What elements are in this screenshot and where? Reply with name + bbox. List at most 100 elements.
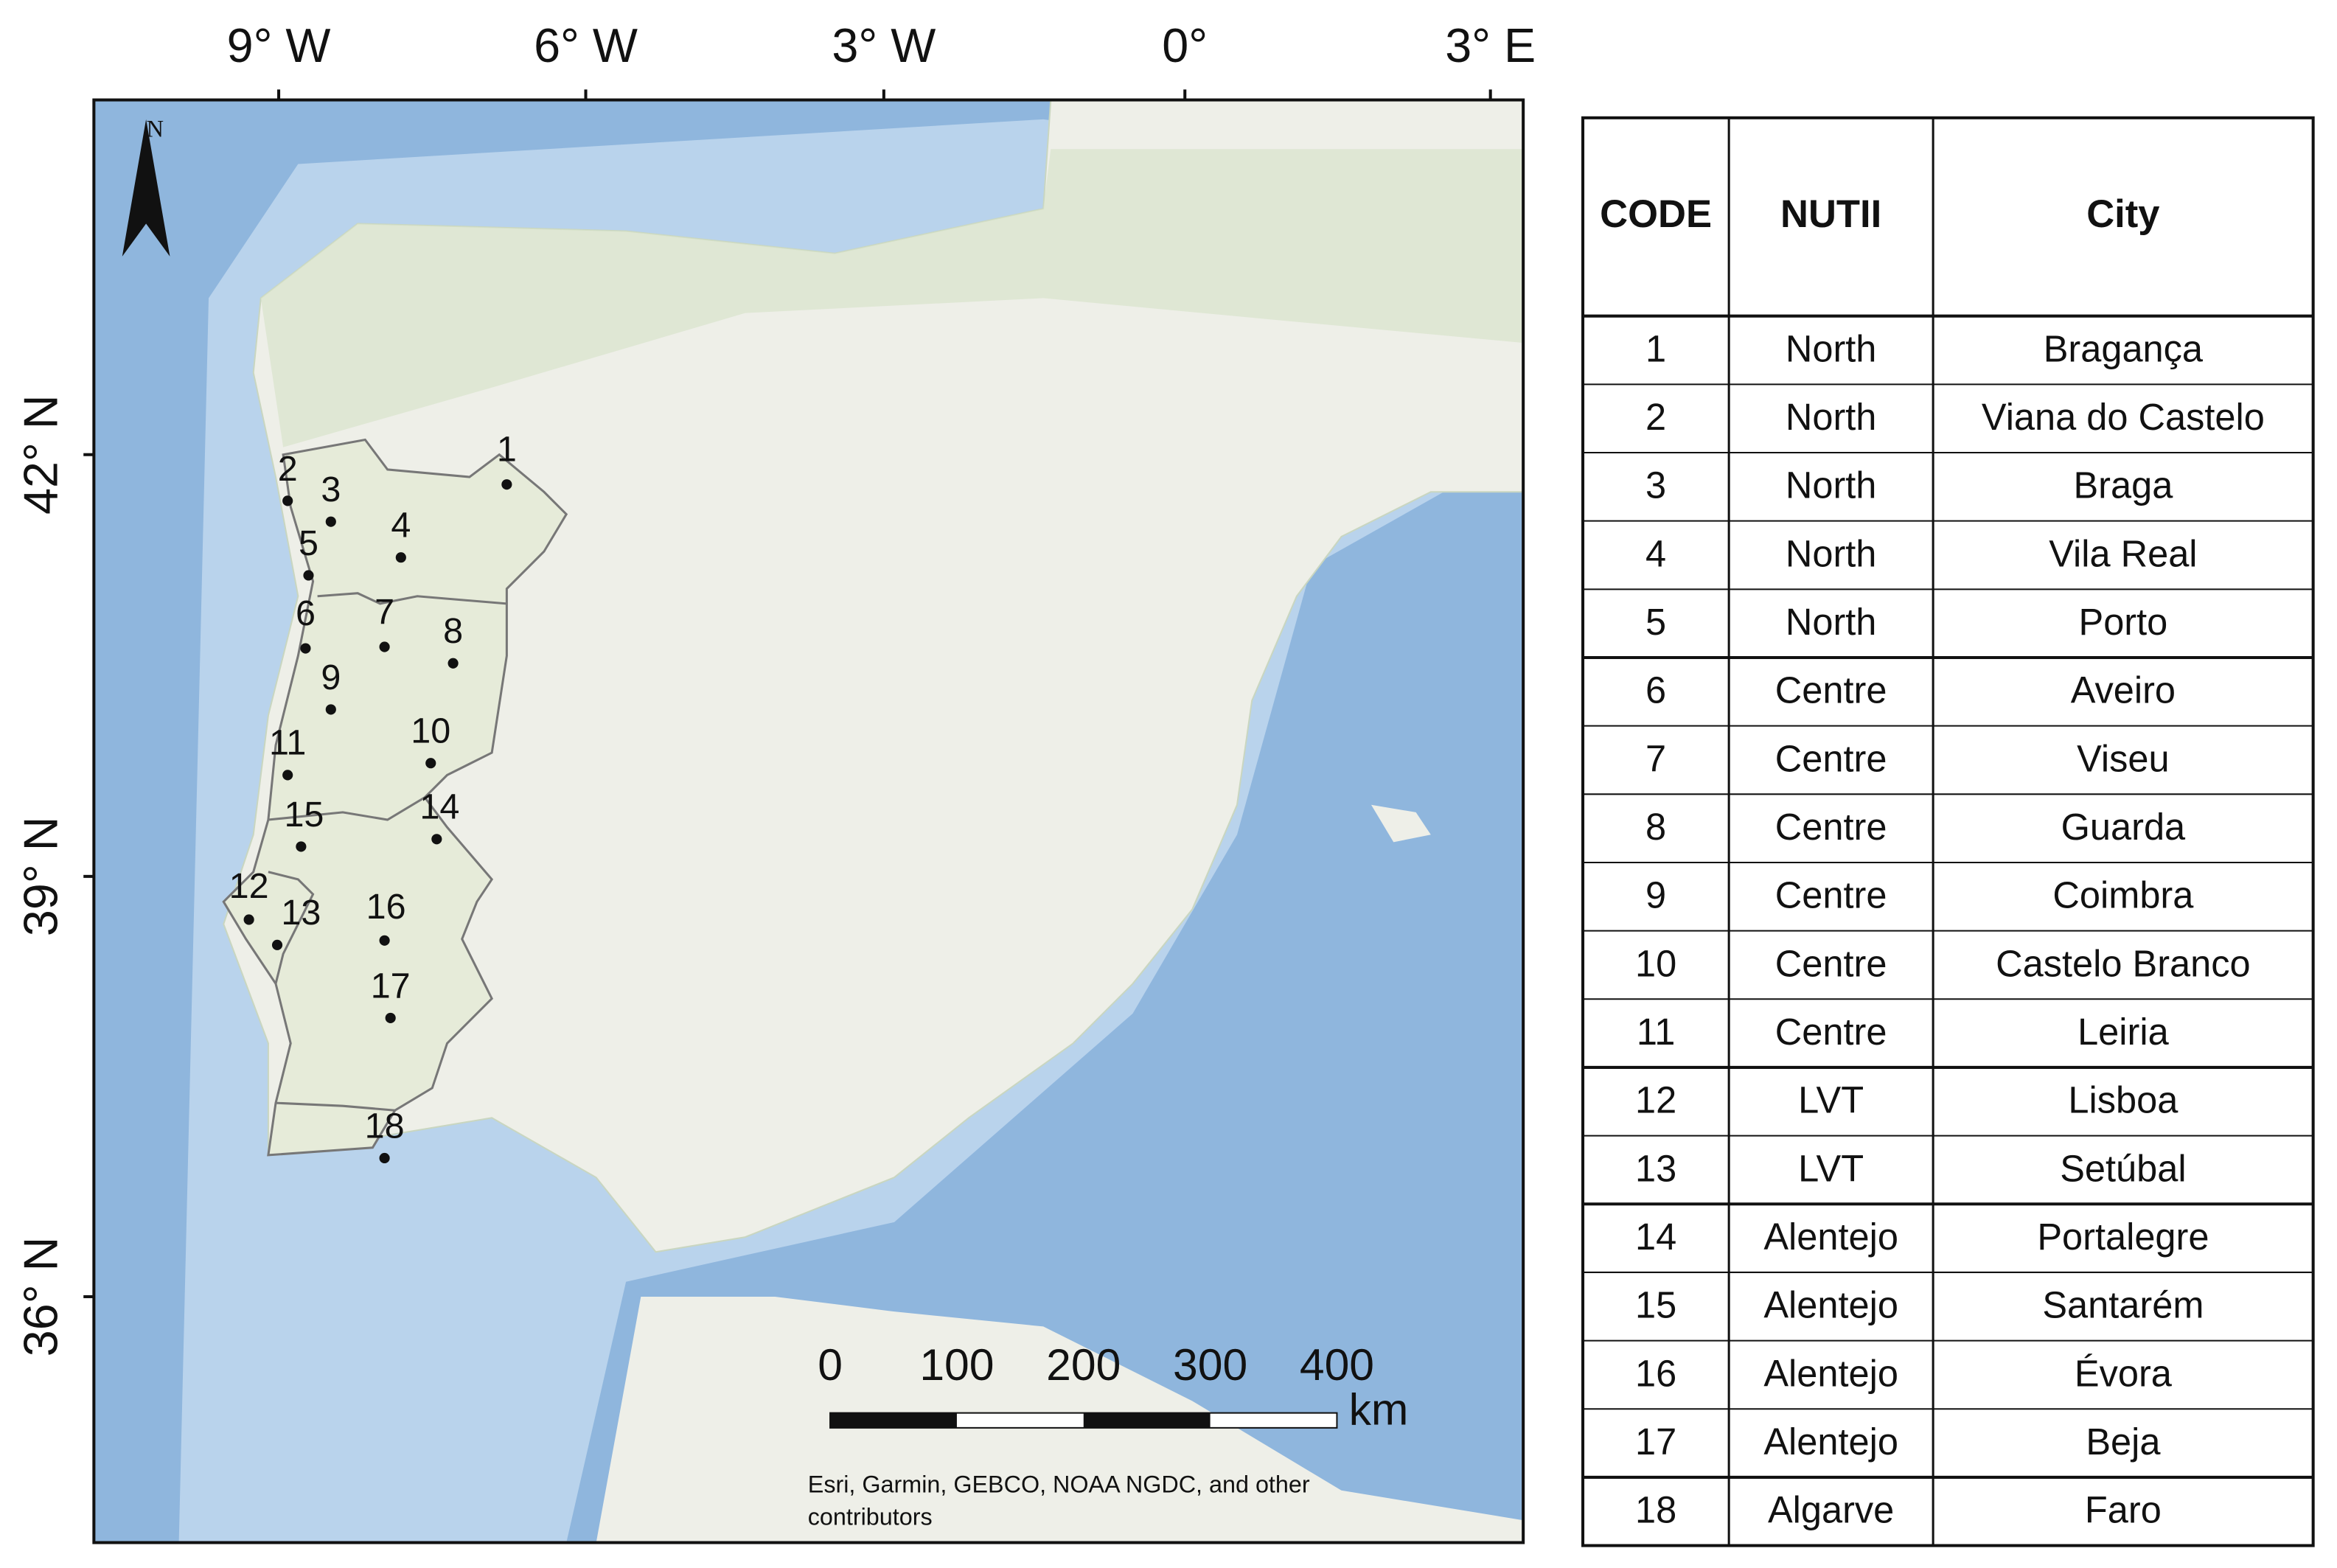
scale-unit: km bbox=[1349, 1384, 1409, 1435]
city-label: 9 bbox=[321, 658, 341, 697]
land-relief bbox=[260, 149, 1524, 447]
cell: 6 bbox=[1645, 669, 1666, 711]
cell: Centre bbox=[1775, 806, 1887, 848]
city-point bbox=[300, 643, 311, 654]
city-point bbox=[395, 552, 406, 563]
cell: Portalegre bbox=[2037, 1216, 2209, 1258]
header-cell: NUTII bbox=[1780, 192, 1881, 236]
attribution: Esri, Garmin, GEBCO, NOAA NGDC, and othe… bbox=[808, 1471, 1310, 1497]
scale-bar-segment bbox=[830, 1412, 957, 1428]
cell: North bbox=[1786, 396, 1877, 438]
cell: Castelo Branco bbox=[1996, 942, 2250, 984]
north-label: N bbox=[147, 115, 164, 142]
cell: 8 bbox=[1645, 806, 1666, 848]
lon-label: 0° bbox=[1162, 18, 1208, 72]
cell: Alentejo bbox=[1763, 1216, 1898, 1258]
lon-label: 6° W bbox=[534, 18, 638, 72]
scale-label: 100 bbox=[919, 1339, 994, 1390]
cell: Bragança bbox=[2044, 327, 2204, 369]
scale-bar-segment bbox=[1083, 1412, 1211, 1428]
cell: Évora bbox=[2075, 1352, 2173, 1394]
city-label: 10 bbox=[411, 711, 450, 751]
cell: 2 bbox=[1645, 396, 1666, 438]
city-point bbox=[325, 516, 336, 527]
cell: 15 bbox=[1635, 1284, 1676, 1326]
cell: North bbox=[1786, 327, 1877, 369]
cell: 7 bbox=[1645, 737, 1666, 779]
city-label: 14 bbox=[419, 787, 459, 827]
city-label: 13 bbox=[281, 893, 321, 933]
cell: LVT bbox=[1798, 1147, 1864, 1189]
attribution: contributors bbox=[808, 1504, 933, 1530]
cell: Alentejo bbox=[1763, 1421, 1898, 1463]
city-label: 5 bbox=[299, 523, 318, 563]
city-label: 4 bbox=[391, 506, 411, 546]
cell: Alentejo bbox=[1763, 1284, 1898, 1326]
header-cell: CODE bbox=[1600, 192, 1712, 236]
cell: Porto bbox=[2078, 601, 2167, 643]
table: CODE NUTII City 1 North Bragança 2 North Viana d… bbox=[1581, 116, 2315, 1547]
lon-label: 3° W bbox=[832, 18, 936, 72]
city-point bbox=[379, 935, 390, 946]
city-point bbox=[431, 834, 442, 845]
cell: 14 bbox=[1635, 1216, 1676, 1258]
north-arrow bbox=[122, 119, 170, 257]
city-point bbox=[296, 841, 307, 852]
map-frame bbox=[92, 98, 1525, 1544]
region-border bbox=[268, 796, 425, 821]
cell: 11 bbox=[1637, 1011, 1675, 1053]
cell: North bbox=[1786, 464, 1877, 506]
island bbox=[1370, 804, 1431, 843]
city-point bbox=[379, 641, 390, 652]
cell: North bbox=[1786, 601, 1877, 643]
cell: 10 bbox=[1635, 942, 1676, 984]
city-label: 16 bbox=[366, 887, 406, 927]
cell: Lisboa bbox=[2068, 1079, 2178, 1121]
city-point bbox=[282, 770, 293, 781]
city-label: 8 bbox=[443, 611, 463, 651]
cell: Aveiro bbox=[2071, 669, 2176, 711]
cell: Centre bbox=[1775, 669, 1887, 711]
scale-label: 0 bbox=[818, 1339, 843, 1390]
cell: Alentejo bbox=[1763, 1352, 1898, 1394]
cell: Coimbra bbox=[2052, 874, 2194, 916]
cell: 3 bbox=[1645, 464, 1666, 506]
cell: 4 bbox=[1645, 532, 1666, 574]
city-label: 15 bbox=[284, 795, 324, 834]
city-point bbox=[325, 704, 336, 715]
city-label: 18 bbox=[365, 1106, 405, 1146]
cell: Braga bbox=[2073, 464, 2173, 506]
cell: 1 bbox=[1645, 327, 1666, 369]
cell: Vila Real bbox=[2049, 532, 2197, 574]
city-point bbox=[282, 495, 293, 506]
header-cell: City bbox=[2086, 192, 2159, 236]
land-iberia bbox=[223, 100, 1524, 1253]
city-label: 2 bbox=[278, 449, 298, 489]
city-point bbox=[501, 479, 512, 490]
cell: Faro bbox=[2085, 1489, 2162, 1531]
cell: 16 bbox=[1635, 1352, 1676, 1394]
cell: Viana do Castelo bbox=[1982, 396, 2265, 438]
map-body bbox=[94, 100, 1524, 1543]
cell: LVT bbox=[1798, 1079, 1864, 1121]
city-point bbox=[243, 914, 254, 925]
cell: Beja bbox=[2086, 1421, 2161, 1463]
city-label: 11 bbox=[269, 723, 306, 763]
city-label: 1 bbox=[497, 429, 517, 469]
city-label: 7 bbox=[375, 592, 394, 632]
cell: Centre bbox=[1775, 1011, 1887, 1053]
city-point bbox=[303, 570, 314, 581]
portugal-outline bbox=[222, 438, 568, 1157]
lat-label: 42° N bbox=[14, 394, 68, 515]
city-point bbox=[447, 658, 459, 669]
cell: Centre bbox=[1775, 942, 1887, 984]
cell: 9 bbox=[1645, 874, 1666, 916]
cell: 18 bbox=[1635, 1489, 1676, 1531]
cell: 5 bbox=[1645, 601, 1666, 643]
city-point bbox=[385, 1012, 396, 1023]
cell: North bbox=[1786, 532, 1877, 574]
region-border bbox=[275, 1101, 395, 1112]
lat-label: 39° N bbox=[14, 817, 68, 937]
